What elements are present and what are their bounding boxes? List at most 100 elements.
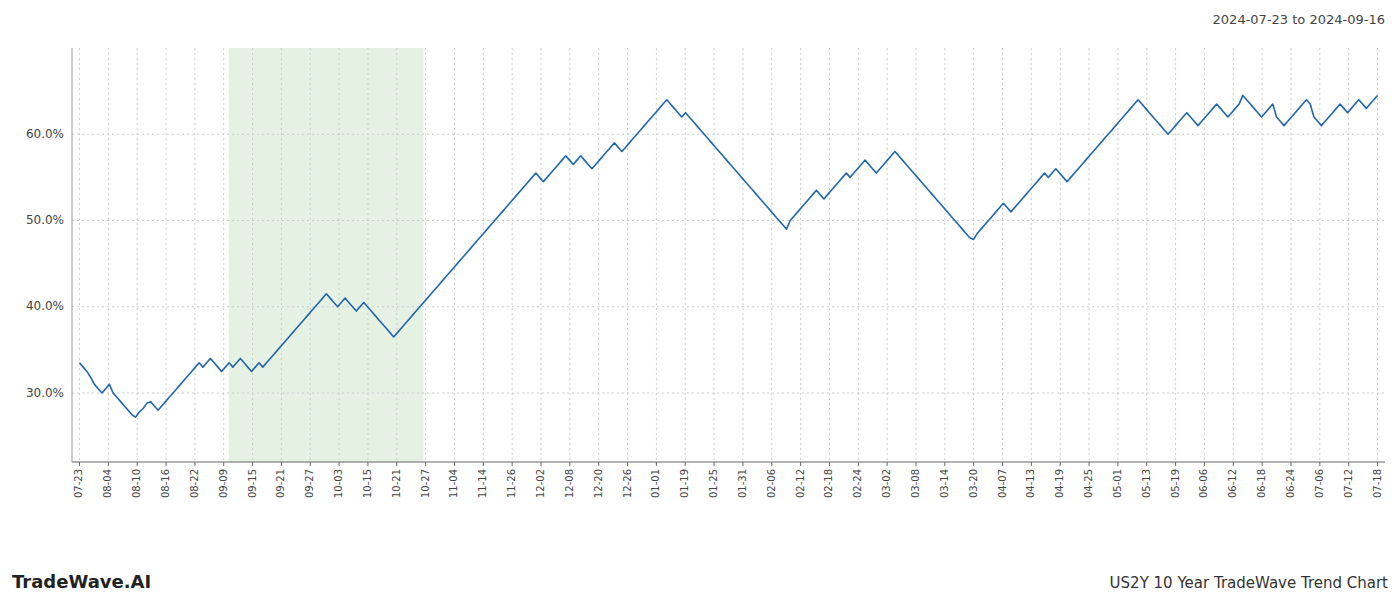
x-tick-label: 08-04 — [102, 469, 113, 498]
x-tick-label: 12-08 — [564, 469, 575, 498]
x-grid-line — [1319, 48, 1320, 462]
x-grid-line — [656, 48, 657, 462]
x-tick-label: 03-14 — [939, 469, 950, 498]
x-tick-label: 03-20 — [968, 469, 979, 498]
x-grid-line — [194, 48, 195, 462]
y-tick-label: 40.0% — [26, 299, 64, 313]
x-grid-line — [1117, 48, 1118, 462]
x-tick-label: 02-18 — [823, 469, 834, 498]
x-tick-label: 12-20 — [593, 469, 604, 498]
x-grid-line — [1002, 48, 1003, 462]
y-grid-line — [72, 393, 1385, 394]
x-tick-label: 11-26 — [506, 469, 517, 498]
y-grid-line — [72, 220, 1385, 221]
y-axis-line — [72, 48, 73, 462]
x-tick-label: 10-03 — [333, 469, 344, 498]
x-tick-label: 06-06 — [1198, 469, 1209, 498]
y-tick-label: 30.0% — [26, 386, 64, 400]
x-grid-line — [829, 48, 830, 462]
x-tick-label: 04-13 — [1025, 469, 1036, 498]
x-tick-label: 07-06 — [1314, 469, 1325, 498]
x-tick-label: 07-12 — [1343, 469, 1354, 498]
x-grid-line — [1089, 48, 1090, 462]
x-grid-line — [887, 48, 888, 462]
x-grid-line — [858, 48, 859, 462]
x-grid-line — [137, 48, 138, 462]
x-tick-label: 05-01 — [1112, 469, 1123, 498]
x-grid-line — [425, 48, 426, 462]
x-tick-label: 02-24 — [852, 469, 863, 498]
x-grid-line — [367, 48, 368, 462]
x-grid-line — [223, 48, 224, 462]
x-tick-label: 02-12 — [795, 469, 806, 498]
x-grid-line — [339, 48, 340, 462]
x-grid-line — [915, 48, 916, 462]
x-axis-line — [72, 461, 1385, 462]
x-grid-line — [396, 48, 397, 462]
x-tick-label: 01-31 — [737, 469, 748, 498]
x-grid-line — [483, 48, 484, 462]
chart-container: 30.0%40.0%50.0%60.0%07-2308-0408-1008-16… — [0, 0, 1400, 600]
x-tick-label: 09-27 — [304, 469, 315, 498]
x-tick-label: 04-07 — [997, 469, 1008, 498]
x-tick-label: 10-27 — [420, 469, 431, 498]
x-grid-line — [973, 48, 974, 462]
x-grid-line — [541, 48, 542, 462]
x-grid-line — [800, 48, 801, 462]
x-tick-label: 03-02 — [881, 469, 892, 498]
x-tick-label: 12-02 — [535, 469, 546, 498]
x-grid-line — [944, 48, 945, 462]
y-grid-line — [72, 134, 1385, 135]
x-grid-line — [310, 48, 311, 462]
grid — [72, 48, 1385, 462]
x-tick-label: 04-25 — [1083, 469, 1094, 498]
x-tick-label: 08-16 — [160, 469, 171, 498]
x-tick-label: 09-21 — [275, 469, 286, 498]
x-tick-label: 09-15 — [247, 469, 258, 498]
x-grid-line — [714, 48, 715, 462]
x-tick-label: 08-22 — [189, 469, 200, 498]
x-grid-line — [1290, 48, 1291, 462]
x-tick-label: 09-09 — [218, 469, 229, 498]
x-tick-label: 07-23 — [73, 469, 84, 498]
x-tick-label: 07-18 — [1372, 469, 1383, 498]
axes: 30.0%40.0%50.0%60.0%07-2308-0408-1008-16… — [26, 48, 1385, 498]
title: 2024-07-23 to 2024-09-16 — [1213, 12, 1385, 27]
x-tick-label: 12-26 — [622, 469, 633, 498]
x-tick-label: 03-08 — [910, 469, 921, 498]
x-grid-line — [512, 48, 513, 462]
x-tick-label: 05-13 — [1141, 469, 1152, 498]
x-grid-line — [79, 48, 80, 462]
y-grid-line — [72, 306, 1385, 307]
footer-left: TradeWave.AI — [12, 571, 151, 592]
x-grid-line — [685, 48, 686, 462]
x-grid-line — [454, 48, 455, 462]
shaded-region — [229, 48, 424, 462]
x-grid-line — [1060, 48, 1061, 462]
x-grid-line — [1262, 48, 1263, 462]
x-grid-line — [1204, 48, 1205, 462]
x-grid-line — [281, 48, 282, 462]
x-grid-line — [1031, 48, 1032, 462]
x-tick-label: 11-14 — [477, 469, 488, 498]
x-tick-label: 01-25 — [708, 469, 719, 498]
x-tick-label: 04-19 — [1054, 469, 1065, 498]
x-tick-label: 01-19 — [679, 469, 690, 498]
x-grid-line — [771, 48, 772, 462]
x-grid-line — [1175, 48, 1176, 462]
shade-group — [229, 48, 424, 462]
x-tick-label: 08-10 — [131, 469, 142, 498]
line-group — [79, 95, 1377, 417]
x-tick-label: 10-21 — [391, 469, 402, 498]
x-grid-line — [742, 48, 743, 462]
chart: 30.0%40.0%50.0%60.0%07-2308-0408-1008-16… — [0, 0, 1400, 600]
x-tick-label: 10-15 — [362, 469, 373, 498]
x-grid-line — [1377, 48, 1378, 462]
x-grid-line — [108, 48, 109, 462]
x-tick-label: 06-24 — [1285, 469, 1296, 498]
x-grid-line — [598, 48, 599, 462]
y-tick-label: 60.0% — [26, 127, 64, 141]
x-tick-label: 02-06 — [766, 469, 777, 498]
trend-line — [79, 95, 1377, 417]
x-grid-line — [569, 48, 570, 462]
